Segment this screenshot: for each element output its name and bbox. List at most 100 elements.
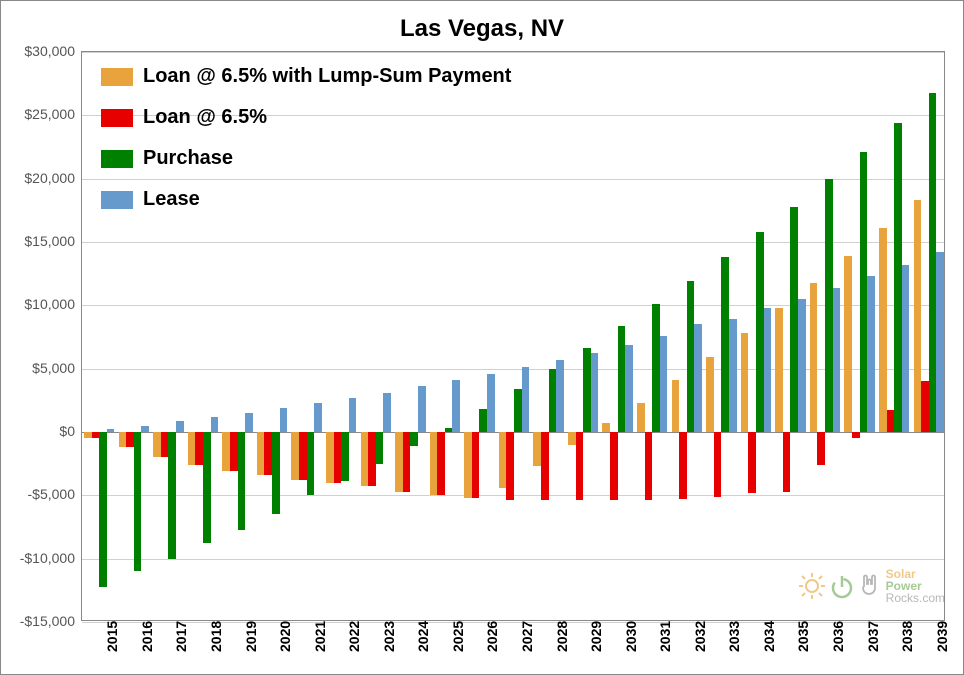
bar	[92, 432, 100, 438]
bar	[549, 369, 557, 432]
legend-label: Loan @ 6.5%	[143, 106, 267, 129]
bar	[844, 256, 852, 432]
bar	[506, 432, 514, 500]
bar	[195, 432, 203, 465]
bar	[748, 432, 756, 493]
bar	[161, 432, 169, 457]
bar	[84, 432, 92, 438]
bar	[756, 232, 764, 432]
chart-container: Las Vegas, NV -$15,000 -$10,000 -$5,000 $0 $…	[0, 0, 964, 675]
bar	[230, 432, 238, 471]
x-tick-label: 2034	[761, 621, 777, 652]
bar	[245, 413, 253, 432]
y-tick-label: $15,000	[5, 233, 75, 249]
bar	[914, 200, 922, 432]
x-tick-label: 2018	[208, 621, 224, 652]
bar	[660, 336, 668, 432]
bar	[921, 381, 929, 432]
bar	[783, 432, 791, 492]
chart-title: Las Vegas, NV	[1, 15, 963, 43]
x-tick-label: 2027	[519, 621, 535, 652]
bar	[541, 432, 549, 500]
legend-item: Purchase	[101, 147, 511, 170]
bar	[817, 432, 825, 465]
bar	[514, 389, 522, 432]
x-tick-label: 2035	[795, 621, 811, 652]
x-tick-label: 2030	[623, 621, 639, 652]
bar	[272, 432, 280, 514]
legend-swatch	[101, 191, 133, 209]
bar	[307, 432, 315, 495]
bar	[222, 432, 230, 471]
gridline	[82, 559, 944, 560]
bar	[706, 357, 714, 432]
bar	[134, 432, 142, 571]
bar	[522, 367, 530, 432]
bar	[119, 432, 127, 447]
y-tick-label: $0	[5, 423, 75, 439]
watermark: Solar Power Rocks.com	[798, 568, 945, 604]
bar	[326, 432, 334, 483]
x-tick-label: 2024	[415, 621, 431, 652]
bar	[714, 432, 722, 497]
bar	[610, 432, 618, 500]
x-tick-label: 2031	[657, 621, 673, 652]
y-tick-label: $25,000	[5, 106, 75, 122]
legend-swatch	[101, 109, 133, 127]
bar	[852, 432, 860, 438]
bar	[764, 308, 772, 432]
x-tick-label: 2026	[484, 621, 500, 652]
x-tick-label: 2015	[104, 621, 120, 652]
bar	[867, 276, 875, 432]
x-tick-label: 2029	[588, 621, 604, 652]
bar	[721, 257, 729, 432]
x-tick-label: 2036	[830, 621, 846, 652]
bar	[430, 432, 438, 495]
bar	[264, 432, 272, 475]
bar	[403, 432, 411, 492]
bar	[410, 432, 418, 446]
bar	[825, 179, 833, 432]
x-tick-label: 2038	[899, 621, 915, 652]
bar	[879, 228, 887, 432]
bar	[291, 432, 299, 480]
bar	[211, 417, 219, 432]
bar	[383, 393, 391, 432]
bar	[99, 432, 107, 587]
x-tick-label: 2023	[381, 621, 397, 652]
y-tick-label: $30,000	[5, 43, 75, 59]
bar	[902, 265, 910, 432]
x-tick-label: 2022	[346, 621, 362, 652]
y-tick-label: -$10,000	[5, 550, 75, 566]
bar	[376, 432, 384, 464]
y-tick-label: -$15,000	[5, 613, 75, 629]
y-tick-label: $10,000	[5, 296, 75, 312]
bar	[533, 432, 541, 466]
gridline	[82, 242, 944, 243]
y-tick-label: -$5,000	[5, 486, 75, 502]
bar	[637, 403, 645, 432]
legend-item: Lease	[101, 188, 511, 211]
bar	[452, 380, 460, 432]
bar	[790, 207, 798, 432]
bar	[153, 432, 161, 457]
bar	[625, 345, 633, 432]
bar	[591, 353, 599, 432]
bar	[188, 432, 196, 465]
bar	[929, 93, 937, 432]
bar	[694, 324, 702, 432]
x-tick-label: 2025	[450, 621, 466, 652]
bar	[126, 432, 134, 447]
bar	[729, 319, 737, 432]
x-tick-label: 2032	[692, 621, 708, 652]
bar	[487, 374, 495, 432]
bar	[894, 123, 902, 432]
bar	[499, 432, 507, 488]
bar	[687, 281, 695, 432]
bar	[810, 283, 818, 432]
gridline	[82, 52, 944, 53]
x-tick-label: 2017	[173, 621, 189, 652]
x-tick-label: 2028	[554, 621, 570, 652]
x-tick-label: 2019	[243, 621, 259, 652]
bar	[464, 432, 472, 498]
